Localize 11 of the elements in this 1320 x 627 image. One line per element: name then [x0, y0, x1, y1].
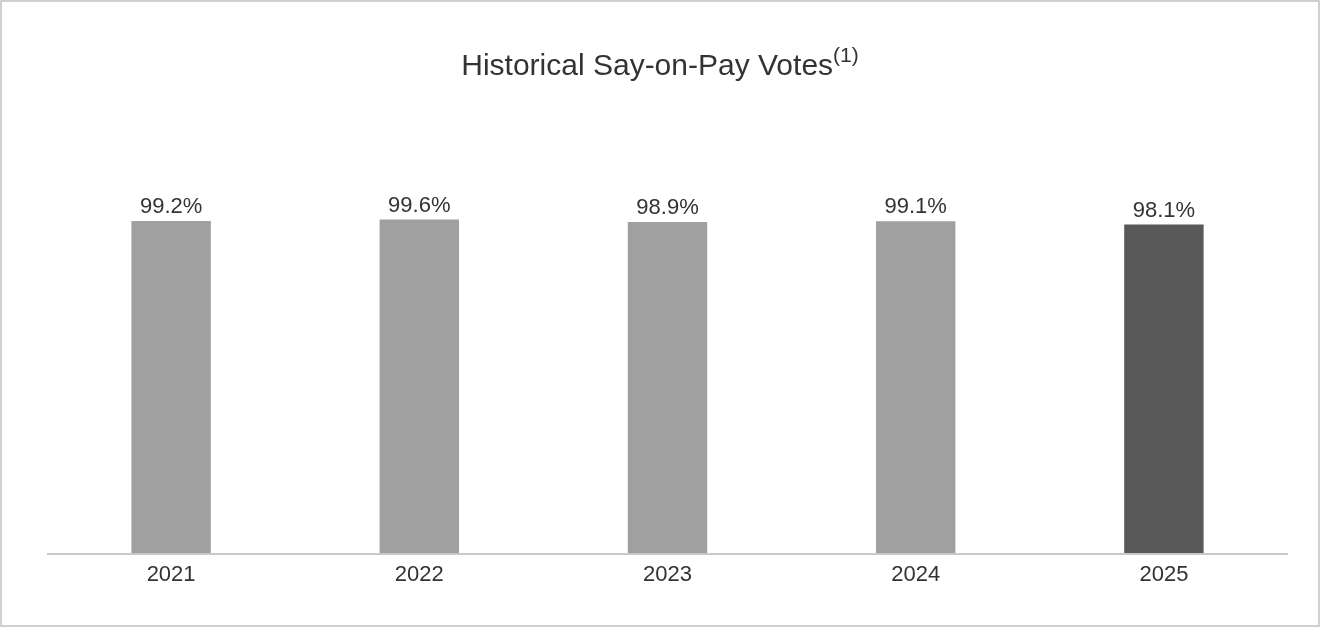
- data-label: 98.9%: [636, 193, 699, 219]
- chart-title: Historical Say-on-Pay Votes$^{(1)}$: [461, 43, 859, 81]
- data-label: 99.1%: [884, 193, 947, 219]
- x-tick-label: 2024: [891, 561, 941, 587]
- data-label: 99.6%: [388, 191, 451, 217]
- data-label: 98.1%: [1132, 196, 1196, 222]
- x-tick-label: 2023: [643, 561, 692, 587]
- data-label: 99.2%: [139, 192, 203, 218]
- x-tick-label: 2025: [1139, 561, 1189, 587]
- x-tick-label: 2022: [394, 561, 444, 587]
- x-tick-label: 2021: [146, 561, 196, 587]
